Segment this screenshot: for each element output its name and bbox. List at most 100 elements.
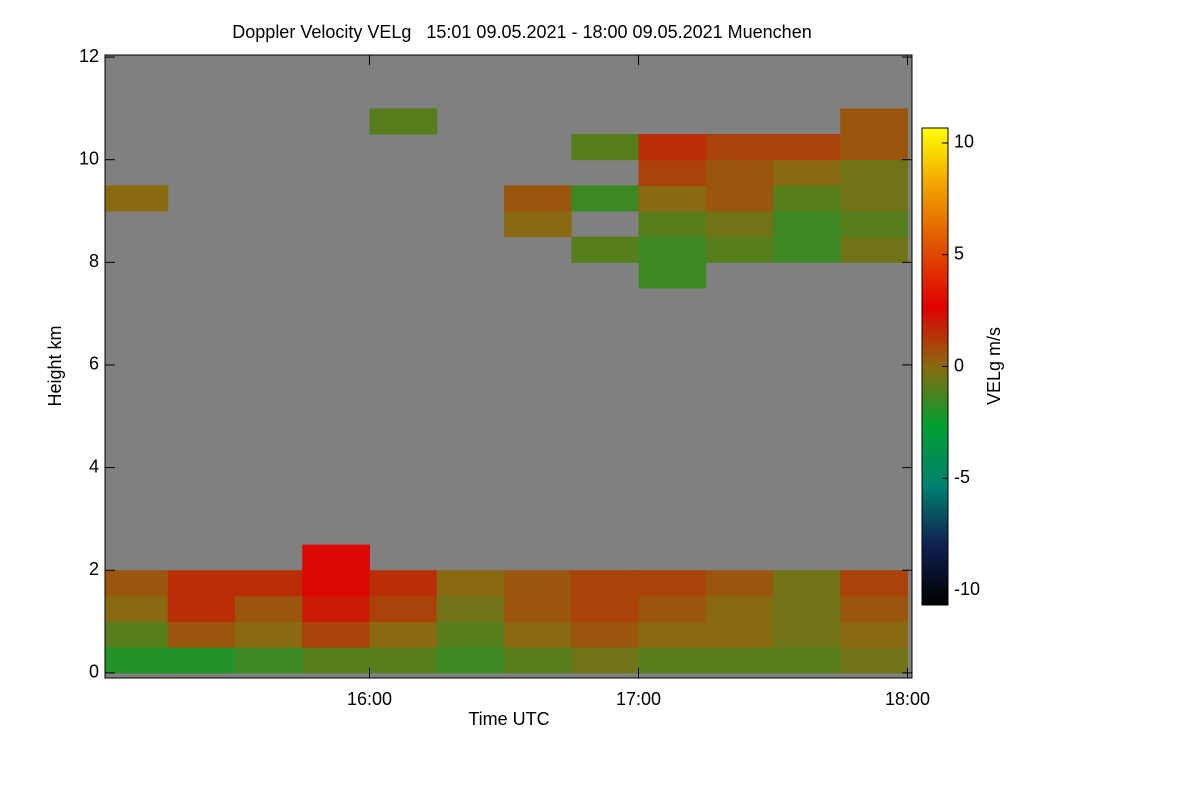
heatmap-cell (105, 621, 169, 648)
heatmap-cell (840, 236, 909, 263)
heatmap-cell (840, 647, 909, 674)
y-tick-label: 6 (89, 354, 99, 374)
heatmap-cell (369, 570, 438, 597)
heatmap-cell (638, 159, 707, 186)
heatmap-cell (638, 134, 707, 161)
heatmap-cell (840, 595, 909, 623)
plot-frame (104, 54, 913, 679)
heatmap-cell (235, 647, 303, 674)
x-tick-label: 17:00 (616, 689, 661, 709)
heatmap-cell (504, 211, 572, 238)
heatmap-cell (167, 595, 236, 623)
colorbar-tick-label: -10 (954, 579, 980, 599)
heatmap-cell (369, 647, 438, 674)
heatmap-cell (571, 621, 640, 648)
heatmap-cell (302, 595, 371, 623)
heatmap-cell (167, 570, 236, 597)
heatmap-cell (504, 185, 572, 212)
heatmap-cell (167, 647, 236, 674)
heatmap-cell (504, 570, 572, 597)
heatmap-cell (638, 595, 707, 623)
heatmap-cell (638, 621, 707, 648)
y-tick-label: 2 (89, 559, 99, 579)
heatmap-cell (504, 647, 572, 674)
heatmap-cell (571, 185, 640, 212)
heatmap-cell (369, 595, 438, 623)
heatmap-cell (105, 647, 169, 674)
heatmap-cell (773, 621, 841, 648)
heatmap-cell (840, 621, 909, 648)
heatmap-cell (167, 621, 236, 648)
heatmap-cell (773, 185, 841, 212)
heatmap-cell (571, 595, 640, 623)
heatmap-cell (302, 544, 371, 571)
heatmap-cell (773, 595, 841, 623)
heatmap-cell (504, 595, 572, 623)
heatmap-cell (105, 570, 169, 597)
heatmap-cell (436, 621, 505, 648)
heatmap-cell (638, 185, 707, 212)
heatmap-cell (302, 621, 371, 648)
heatmap-cell (773, 570, 841, 597)
heatmap-cell (773, 159, 841, 186)
heatmap-cell (504, 621, 572, 648)
heatmap-cell (840, 134, 909, 161)
y-tick-label: 4 (89, 456, 99, 476)
heatmap-cell (436, 647, 505, 674)
x-axis-label: Time UTC (468, 709, 549, 729)
heatmap-cell (638, 262, 707, 289)
heatmap-cell (705, 236, 774, 263)
heatmap-cell (705, 211, 774, 238)
heatmap-cell (302, 570, 371, 597)
heatmap-cell (302, 647, 371, 674)
heatmap-cell (773, 211, 841, 238)
heatmap-cell (705, 570, 774, 597)
plot-area (105, 55, 912, 678)
heatmap-cell (235, 570, 303, 597)
y-tick-label: 8 (89, 251, 99, 271)
heatmap-cell (705, 595, 774, 623)
heatmap-cell (705, 134, 774, 161)
y-tick-label: 0 (89, 662, 99, 682)
heatmap-cell (571, 570, 640, 597)
heatmap-cell (369, 108, 438, 135)
heatmap-cell (235, 595, 303, 623)
colorbar-tick-label: -5 (954, 467, 970, 487)
x-tick-label: 16:00 (347, 689, 392, 709)
heatmap-cell (705, 621, 774, 648)
heatmap-cell (705, 159, 774, 186)
heatmap-cell (105, 595, 169, 623)
heatmap-cell (840, 159, 909, 186)
heatmap-cell (773, 236, 841, 263)
heatmap-cell (638, 236, 707, 263)
heatmap-cell (436, 595, 505, 623)
heatmap-cell (105, 185, 169, 212)
heatmap-cell (638, 211, 707, 238)
heatmap-cell (773, 134, 841, 161)
heatmap-cell (840, 211, 909, 238)
chart-title: Doppler Velocity VELg 15:01 09.05.2021 -… (232, 22, 811, 42)
heatmap-cell (436, 570, 505, 597)
heatmap-cell (705, 185, 774, 212)
heatmap-cell (369, 621, 438, 648)
heatmap-cell (840, 108, 909, 135)
heatmap-cell (638, 570, 707, 597)
heatmap-cell (840, 185, 909, 212)
y-tick-label: 10 (79, 148, 99, 168)
colorbar-tick-label: 0 (954, 355, 964, 375)
colorbar-label: VELg m/s (984, 327, 1004, 405)
colorbar-tick-label: 5 (954, 243, 964, 263)
y-tick-label: 12 (79, 46, 99, 66)
x-tick-label: 18:00 (885, 689, 930, 709)
heatmap-cell (705, 647, 774, 674)
heatmap-cell (571, 134, 640, 161)
heatmap-cell (571, 647, 640, 674)
colorbar-tick-label: 10 (954, 132, 974, 152)
heatmap-cell (840, 570, 909, 597)
heatmap-cell (773, 647, 841, 674)
y-axis-label: Height km (45, 325, 65, 406)
heatmap-cell (235, 621, 303, 648)
heatmap-cell (638, 647, 707, 674)
